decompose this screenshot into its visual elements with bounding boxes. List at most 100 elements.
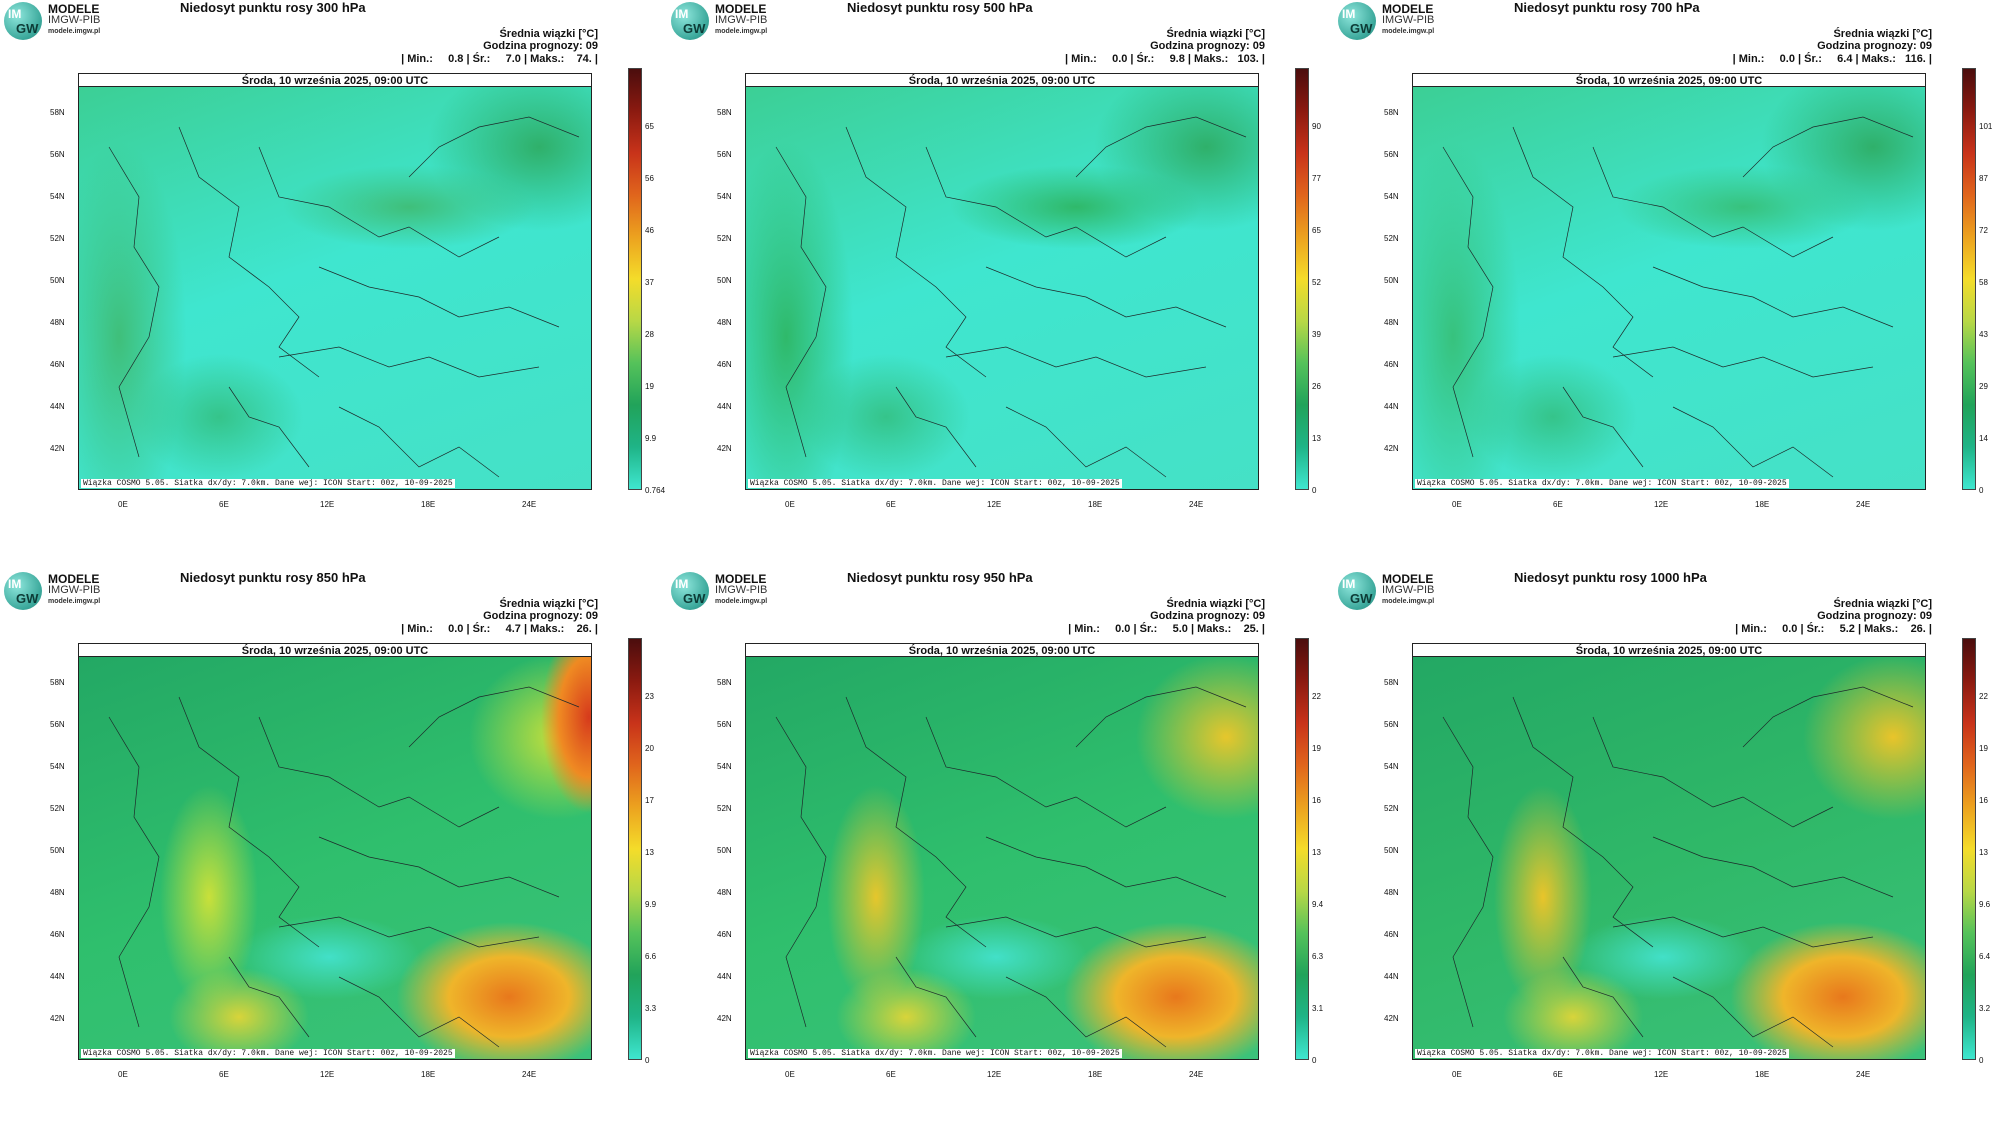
imgw-logo: IM GW MODELE IMGW-PIB modele.imgw.pl [4, 2, 124, 42]
logo-badge-bottom: GW [683, 21, 706, 36]
border-line [1562, 386, 1644, 468]
colorbar-tick-label: 56 [645, 174, 654, 183]
border-line [1592, 716, 1834, 828]
latitude-label: 46N [50, 930, 65, 939]
colorbar-tick-label: 3.2 [1979, 1004, 1991, 1013]
border-line [985, 266, 1227, 328]
colorbar-tick-label: 17 [645, 796, 654, 805]
colorbar-tick-label: 77 [1312, 174, 1321, 183]
latitude-label: 46N [50, 360, 65, 369]
longitude-label: 24E [522, 500, 537, 509]
meta-forecast-hour: Godzina prognozy: 09 [1817, 40, 1932, 52]
logo-line1: MODELE [1382, 572, 1434, 586]
latitude-label: 52N [717, 234, 732, 243]
map-panel: IM GW MODELE IMGW-PIB modele.imgw.pl Niedosyt… [0, 0, 666, 568]
map-panel: IM GW MODELE IMGW-PIB modele.imgw.pl Niedosyt… [667, 0, 1333, 568]
map-date: Środa, 10 września 2025, 09:00 UTC [1412, 73, 1926, 88]
forecast-map: Wiązka COSMO 5.05. Siatka dx/dy: 7.0km. … [1412, 86, 1926, 490]
border-line [408, 116, 580, 178]
longitude-label: 12E [987, 1070, 1002, 1079]
latitude-label: 58N [50, 678, 65, 687]
map-date: Środa, 10 września 2025, 09:00 UTC [1412, 643, 1926, 658]
border-line [108, 716, 160, 1028]
latitude-label: 54N [1384, 192, 1399, 201]
map-title: Niedosyt punktu rosy 300 hPa [180, 0, 366, 15]
latitude-label: 52N [717, 804, 732, 813]
logo-badge-bottom: GW [683, 591, 706, 606]
latitude-label: 56N [50, 720, 65, 729]
longitude-label: 12E [987, 500, 1002, 509]
colorbar-tick-label: 46 [645, 226, 654, 235]
logo-text: MODELE IMGW-PIB modele.imgw.pl [715, 573, 767, 607]
imgw-logo-icon: IM GW [4, 572, 42, 610]
border-line [895, 386, 977, 468]
colorbar-tick-label: 28 [645, 330, 654, 339]
imgw-logo-icon: IM GW [1338, 572, 1376, 610]
border-line [1612, 346, 1874, 378]
map-title: Niedosyt punktu rosy 1000 hPa [1514, 570, 1707, 585]
imgw-logo: IM GW MODELE IMGW-PIB modele.imgw.pl [671, 2, 791, 42]
colorbar-tick-label: 13 [1312, 848, 1321, 857]
imgw-logo: IM GW MODELE IMGW-PIB modele.imgw.pl [1338, 572, 1458, 612]
longitude-label: 24E [1856, 500, 1871, 509]
logo-line3: modele.imgw.pl [48, 598, 101, 605]
border-line [1742, 686, 1914, 748]
colorbar-tick-label: 52 [1312, 278, 1321, 287]
colorbar-tick-label: 0 [1312, 1056, 1317, 1065]
logo-badge-bottom: GW [1350, 591, 1373, 606]
colorbar-tick-label: 65 [645, 122, 654, 131]
latitude-label: 42N [717, 1014, 732, 1023]
border-line [775, 716, 827, 1028]
meta-unit: Średnia wiązki [°C] [499, 28, 598, 40]
latitude-label: 54N [50, 192, 65, 201]
map-meta: Średnia wiązki [°C] Godzina prognozy: 09 [483, 28, 598, 52]
border-line [278, 346, 540, 378]
latitude-label: 50N [1384, 276, 1399, 285]
latitude-label: 56N [1384, 720, 1399, 729]
border-line [228, 386, 310, 468]
colorbar-tick-label: 0 [645, 1056, 650, 1065]
latitude-label: 44N [50, 972, 65, 981]
longitude-label: 6E [886, 1070, 896, 1079]
meta-forecast-hour: Godzina prognozy: 09 [483, 610, 598, 622]
colorbar-tick-label: 9.4 [1312, 900, 1324, 909]
colorbar-tick-label: 87 [1979, 174, 1988, 183]
border-line [278, 916, 540, 948]
border-line [108, 146, 160, 458]
map-footer: Wiązka COSMO 5.05. Siatka dx/dy: 7.0km. … [81, 1049, 455, 1058]
map-title: Niedosyt punktu rosy 700 hPa [1514, 0, 1700, 15]
meta-unit: Średnia wiązki [°C] [1166, 28, 1265, 40]
colorbar [628, 68, 642, 490]
map-footer: Wiązka COSMO 5.05. Siatka dx/dy: 7.0km. … [748, 479, 1122, 488]
latitude-label: 54N [1384, 762, 1399, 771]
longitude-label: 18E [1755, 500, 1770, 509]
border-line [925, 716, 1167, 828]
border-line [1512, 126, 1654, 378]
border-line [985, 836, 1227, 898]
longitude-label: 12E [320, 1070, 335, 1079]
country-borders [1442, 686, 1914, 1048]
latitude-label: 50N [717, 846, 732, 855]
longitude-label: 12E [320, 500, 335, 509]
map-stats: | Min.: 0.8 | Śr.: 7.0 | Maks.: 74. | [401, 53, 598, 65]
latitude-label: 52N [50, 804, 65, 813]
map-date: Środa, 10 września 2025, 09:00 UTC [745, 73, 1259, 88]
logo-line3: modele.imgw.pl [1382, 28, 1435, 35]
country-borders [775, 116, 1247, 478]
logo-text: MODELE IMGW-PIB modele.imgw.pl [1382, 572, 1434, 607]
latitude-label: 50N [50, 846, 65, 855]
colorbar-tick-label: 20 [645, 744, 654, 753]
border-line [945, 346, 1207, 378]
latitude-label: 42N [1384, 1014, 1399, 1023]
border-line [1512, 696, 1654, 948]
map-stats: | Min.: 0.0 | Śr.: 9.8 | Maks.: 103. | [1065, 53, 1265, 65]
imgw-logo: IM GW MODELE IMGW-PIB modele.imgw.pl [1338, 2, 1458, 42]
forecast-map: Wiązka COSMO 5.05. Siatka dx/dy: 7.0km. … [745, 86, 1259, 490]
longitude-label: 18E [1088, 500, 1103, 509]
border-line [1592, 146, 1834, 258]
forecast-map: Wiązka COSMO 5.05. Siatka dx/dy: 7.0km. … [1412, 656, 1926, 1060]
colorbar [1295, 638, 1309, 1060]
colorbar-tick-label: 101 [1979, 122, 1993, 131]
colorbar-tick-label: 37 [645, 278, 654, 287]
colorbar-tick-label: 23 [645, 692, 654, 701]
